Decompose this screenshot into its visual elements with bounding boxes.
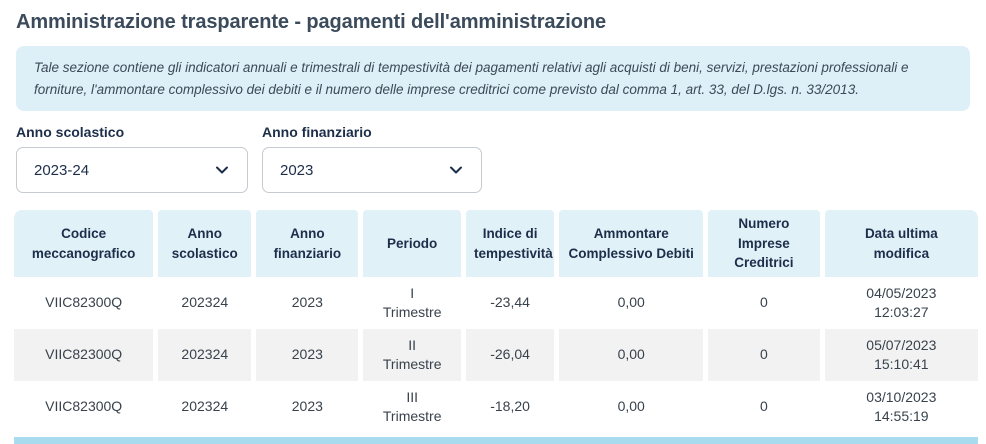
chevron-down-icon: [450, 166, 462, 174]
table-cell: 0: [708, 328, 820, 381]
column-header: Ammontare Complessivo Debiti: [559, 210, 704, 277]
payments-table-section: Codice meccanografico Anno scolastico Anno…: [14, 210, 978, 444]
table-cell: 0,00: [559, 380, 704, 433]
filters: Anno scolastico 2023-24 Anno finanziario…: [16, 124, 970, 194]
payments-table: Codice meccanografico Anno scolastico Anno…: [9, 210, 983, 433]
table-cell: VIIC82300Q: [14, 380, 154, 433]
table-cell: 202324: [158, 328, 252, 381]
chevron-down-icon: [216, 166, 228, 174]
table-cell: 0,00: [559, 276, 704, 329]
table-row: VIIC82300Q 202324 2023 II Trimestre -26,04 0,…: [14, 328, 978, 381]
column-header: Anno scolastico: [158, 210, 252, 277]
column-header: Data ultima modifica: [824, 210, 978, 277]
table-cell: II Trimestre: [363, 328, 461, 381]
page-title: Amministrazione trasparente - pagamenti …: [16, 11, 607, 33]
filter-anno-finanziario: Anno finanziario 2023: [262, 124, 482, 194]
table-cell: -26,04: [465, 328, 555, 381]
table-cell: 2023: [256, 328, 359, 381]
table-cell: -23,44: [465, 276, 555, 329]
table-horizontal-scrollbar[interactable]: [14, 436, 978, 444]
info-text: Tale sezione contiene gli indicatori ann…: [34, 60, 909, 97]
table-cell: 03/10/2023 14:55:19: [824, 380, 978, 433]
anno-scolastico-select[interactable]: 2023-24: [16, 147, 248, 194]
anno-finanziario-select[interactable]: 2023: [262, 147, 482, 194]
table-cell: 04/05/2023 12:03:27: [824, 276, 978, 329]
anno-finanziario-label: Anno finanziario: [262, 124, 372, 141]
table-header-row: Codice meccanografico Anno scolastico Anno…: [14, 210, 978, 277]
table-row: VIIC82300Q 202324 2023 III Trimestre -18,20 0…: [14, 380, 978, 433]
table-row: VIIC82300Q 202324 2023 I Trimestre -23,44 0,0…: [14, 276, 978, 329]
table-cell: 2023: [256, 276, 359, 329]
table-cell: -18,20: [465, 380, 555, 433]
table-cell: 0,00: [559, 328, 704, 381]
anno-scolastico-label: Anno scolastico: [16, 124, 125, 141]
table-cell: I Trimestre: [363, 276, 461, 329]
table-cell: VIIC82300Q: [14, 328, 154, 381]
anno-scolastico-value: 2023-24: [34, 161, 90, 179]
column-header: Indice di tempestività: [465, 210, 555, 277]
column-header: Codice meccanografico: [14, 210, 154, 277]
table-cell: III Trimestre: [363, 380, 461, 433]
anno-finanziario-value: 2023: [280, 161, 314, 179]
column-header: Anno finanziario: [256, 210, 359, 277]
info-box: Tale sezione contiene gli indicatori ann…: [16, 46, 970, 112]
column-header: Periodo: [363, 210, 461, 277]
table-cell: 202324: [158, 380, 252, 433]
table-cell: 2023: [256, 380, 359, 433]
table-cell: 05/07/2023 15:10:41: [824, 328, 978, 381]
table-cell: 0: [708, 276, 820, 329]
filter-anno-scolastico: Anno scolastico 2023-24: [16, 124, 248, 194]
table-cell: 202324: [158, 276, 252, 329]
table-cell: 0: [708, 380, 820, 433]
column-header: Numero Imprese Creditrici: [708, 210, 820, 277]
table-cell: VIIC82300Q: [14, 276, 154, 329]
